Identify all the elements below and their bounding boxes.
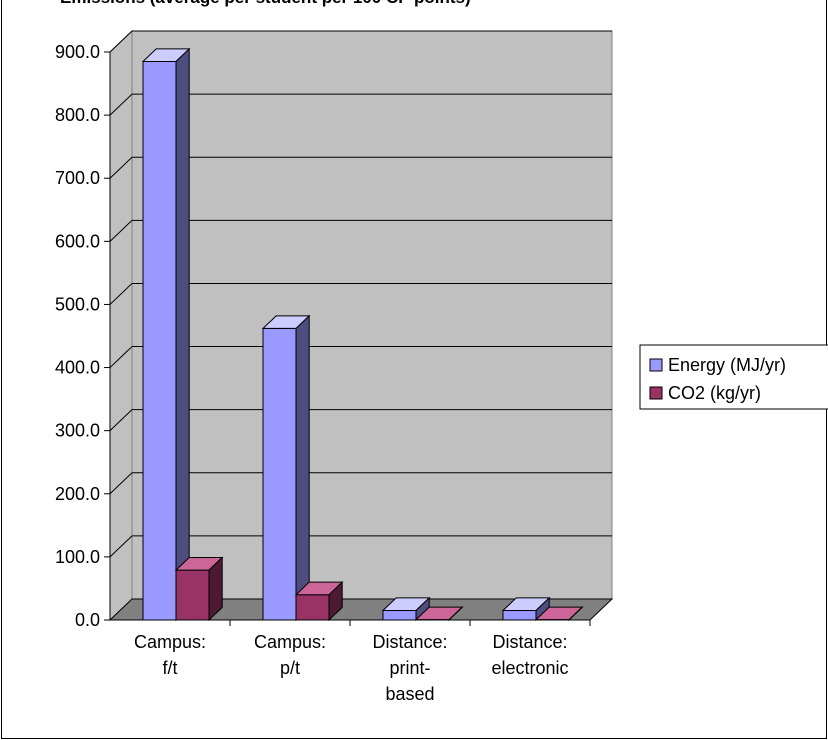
- co2-bar-side: [568, 605, 583, 622]
- y-tick-label: 500.0: [55, 294, 100, 314]
- x-category-label: Campus:: [134, 632, 206, 652]
- y-tick-label: 600.0: [55, 231, 100, 251]
- energy-bar-side: [295, 314, 310, 622]
- plot-back-wall: [131, 30, 613, 600]
- legend-swatch: [649, 386, 663, 400]
- legend-swatch: [649, 358, 663, 372]
- plot-side-wall: [109, 29, 133, 622]
- x-category-label: p/t: [280, 658, 300, 678]
- legend-label: Energy (MJ/yr): [668, 355, 786, 375]
- y-tick-label: 700.0: [55, 168, 100, 188]
- co2-bar: [175, 569, 210, 621]
- x-category-label: based: [385, 684, 434, 704]
- x-category-label: f/t: [162, 658, 177, 678]
- energy-bar: [262, 327, 297, 621]
- y-tick-label: 200.0: [55, 484, 100, 504]
- gridline-side: [109, 219, 133, 242]
- gridline-side: [109, 30, 133, 53]
- y-tick-label: 300.0: [55, 421, 100, 441]
- gridline-side: [109, 346, 133, 368]
- co2-bar: [295, 594, 330, 621]
- x-category-label: Campus:: [254, 632, 326, 652]
- x-category-label: Distance:: [492, 632, 567, 652]
- energy-bar: [382, 610, 417, 621]
- gridline-side: [109, 283, 133, 305]
- x-category-label: print-: [389, 658, 430, 678]
- x-category-label: Distance:: [372, 632, 447, 652]
- co2-bar-side: [448, 605, 463, 622]
- legend-box: [639, 344, 828, 410]
- energy-bar: [502, 610, 537, 621]
- y-tick-label: 400.0: [55, 358, 100, 378]
- gridline-side: [109, 93, 133, 116]
- gridline-side: [109, 535, 133, 558]
- co2-bar-side: [328, 580, 343, 622]
- gridline-side: [109, 156, 133, 179]
- gridline-side: [109, 409, 133, 432]
- gridline-side: [109, 472, 133, 495]
- y-tick-label: 800.0: [55, 105, 100, 125]
- energy-bar: [142, 60, 177, 621]
- y-tick-label: 0.0: [75, 610, 100, 630]
- y-tick-label: 900.0: [55, 42, 100, 62]
- x-category-label: electronic: [491, 658, 568, 678]
- co2-bar-side: [208, 556, 223, 622]
- chart-title: Emissions (average per student per 100 C…: [60, 0, 471, 8]
- legend-label: CO2 (kg/yr): [668, 383, 761, 403]
- energy-bar-side: [175, 47, 190, 622]
- y-tick-label: 100.0: [55, 547, 100, 567]
